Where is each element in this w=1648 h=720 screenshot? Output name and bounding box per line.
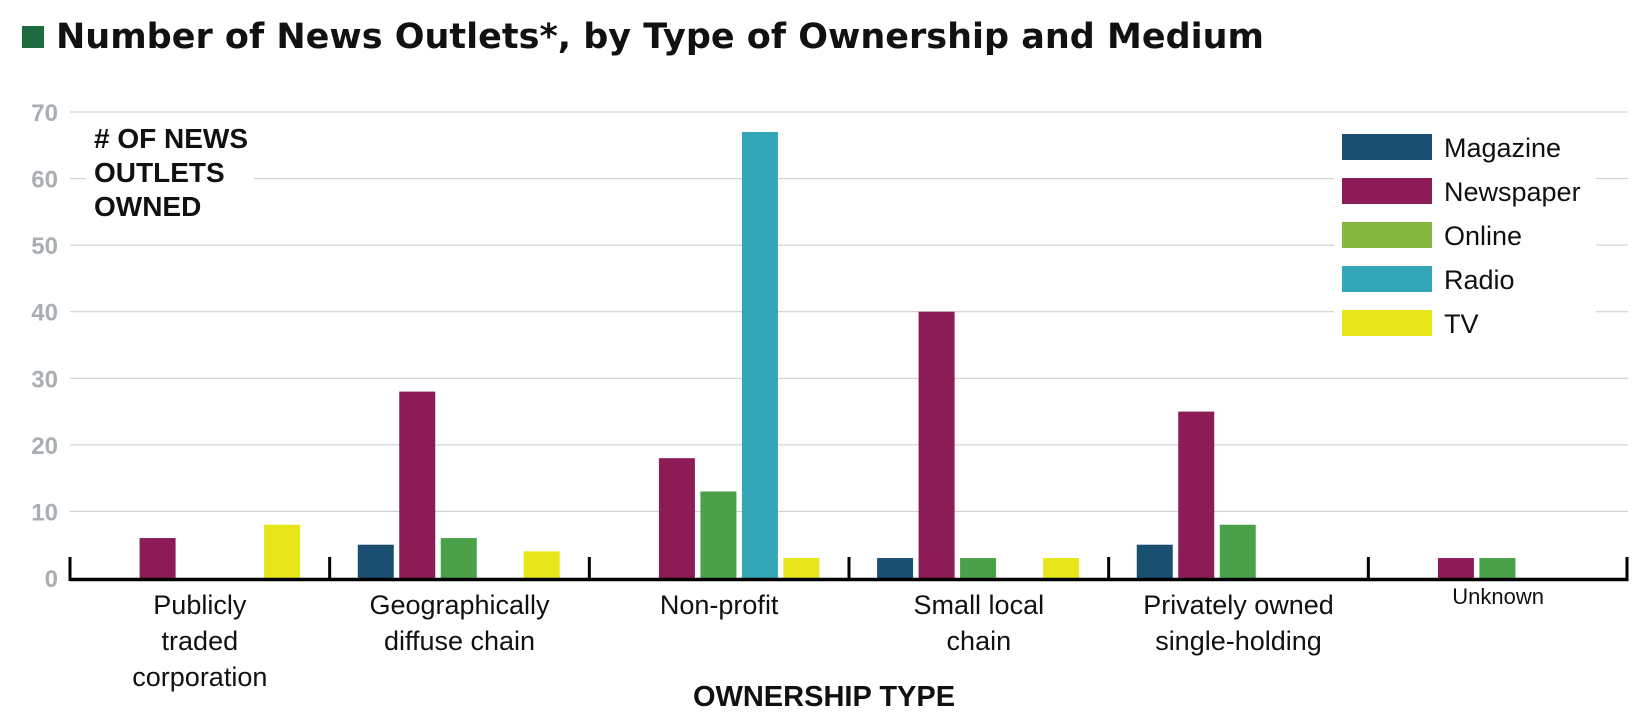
bar-online-4: [1219, 524, 1256, 578]
x-axis: [68, 557, 1629, 582]
y-axis-label-background: [86, 118, 254, 230]
bar-newspaper-0: [139, 538, 176, 578]
x-axis-categories: Publicly traded corporation Geographically d…: [132, 584, 1544, 692]
chart-title: Number of News Outlets*, by Type of Owne…: [56, 17, 1264, 57]
legend-swatch-newspaper: [1342, 178, 1432, 204]
x-category-label: Small local chain: [914, 590, 1045, 656]
y-tick-label: 0: [45, 566, 58, 593]
bar-tv-1: [523, 551, 560, 578]
bar-newspaper-3: [918, 311, 955, 578]
legend: Magazine Newspaper Online Radio TV: [1334, 124, 1596, 348]
bar-newspaper-4: [1178, 411, 1215, 578]
x-axis-label: OWNERSHIP TYPE: [693, 681, 955, 713]
legend-label-newspaper: Newspaper: [1444, 177, 1581, 207]
x-category-label: Geographically diffuse chain: [369, 590, 550, 656]
bar-tv-3: [1043, 558, 1080, 578]
legend-swatch-online: [1342, 222, 1432, 248]
bar-newspaper-2: [658, 458, 695, 578]
bar-online-3: [960, 558, 997, 578]
y-tick-label: 70: [31, 100, 58, 127]
x-category-label: Unknown: [1452, 584, 1544, 609]
bars: [139, 131, 1516, 578]
bar-online-5: [1479, 558, 1516, 578]
y-tick-label: 10: [31, 499, 58, 526]
y-tick-label: 40: [31, 300, 58, 327]
legend-label-online: Online: [1444, 221, 1522, 251]
x-category-label: Publicly traded corporation: [132, 590, 267, 692]
title-marker: [22, 26, 44, 48]
bar-magazine-4: [1136, 544, 1173, 578]
bar-tv-0: [264, 524, 301, 578]
bar-newspaper-5: [1437, 558, 1474, 578]
bar-online-1: [440, 538, 477, 578]
gridlines: [70, 111, 1628, 512]
bar-radio-2: [741, 131, 778, 578]
bar-magazine-1: [357, 544, 394, 578]
legend-swatch-magazine: [1342, 134, 1432, 160]
legend-label-tv: TV: [1444, 309, 1479, 339]
bar-online-2: [700, 491, 737, 578]
legend-label-magazine: Magazine: [1444, 133, 1561, 163]
y-tick-label: 50: [31, 233, 58, 260]
y-axis-label: # OF NEWS OUTLETS OWNED: [86, 118, 254, 230]
y-tick-label: 60: [31, 167, 58, 194]
y-tick-label: 20: [31, 433, 58, 460]
bar-magazine-3: [877, 558, 914, 578]
x-category-label: Non-profit: [660, 590, 779, 620]
legend-swatch-tv: [1342, 310, 1432, 336]
legend-swatch-radio: [1342, 266, 1432, 292]
x-category-label: Privately owned single-holding: [1143, 590, 1334, 656]
y-axis-ticks: 0 10 20 30 40 50 60 70: [31, 100, 58, 593]
bar-tv-2: [783, 558, 820, 578]
y-axis-label: # OF NEWS OUTLETS OWNED: [94, 123, 248, 222]
y-tick-label: 30: [31, 366, 58, 393]
legend-label-radio: Radio: [1444, 265, 1515, 295]
bar-newspaper-1: [399, 391, 436, 578]
